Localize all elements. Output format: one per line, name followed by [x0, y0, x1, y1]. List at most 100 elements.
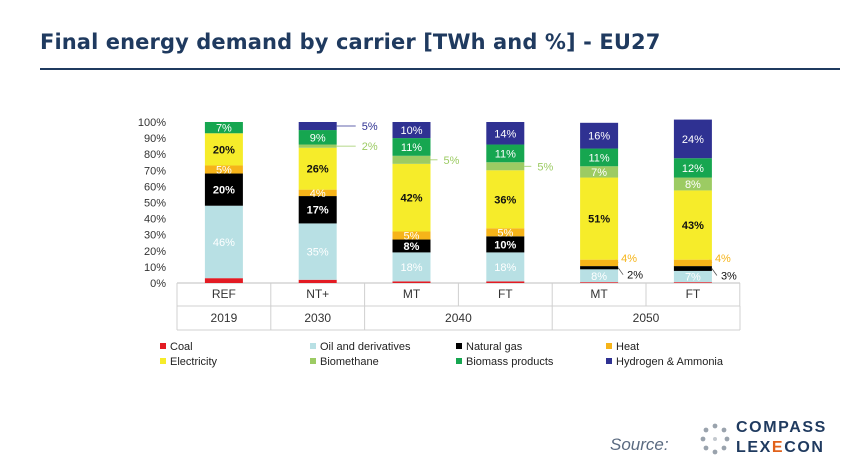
category-label: FT [686, 287, 701, 301]
chart-title: Final energy demand by carrier [TWh and … [40, 30, 661, 54]
bar-segment [392, 138, 431, 156]
logo-word-lexecon: LEXECON [736, 439, 825, 457]
bar-segment [486, 162, 525, 171]
y-tick-label: 0% [150, 278, 166, 290]
bar-segment [673, 119, 712, 159]
data-label: 10% [494, 239, 516, 251]
data-label: 7% [685, 272, 701, 284]
data-label: 26% [307, 164, 329, 176]
data-label: 11% [401, 142, 422, 154]
category-label: MT [403, 287, 421, 301]
bar-segment [486, 144, 525, 163]
legend-label: Hydrogen & Ammonia [616, 356, 723, 368]
bar-segment [673, 177, 712, 191]
bar-segment [298, 196, 337, 224]
label-leader-line [711, 268, 718, 276]
legend-swatch [456, 358, 462, 364]
bar-segment [580, 166, 619, 178]
bar-segment [486, 281, 525, 283]
data-label: 20% [213, 144, 235, 156]
label-leader-line [617, 267, 624, 275]
bar-segment [673, 190, 712, 260]
data-label: 10% [400, 125, 422, 137]
data-label: 18% [494, 262, 516, 274]
y-tick-label: 100% [138, 117, 166, 129]
y-tick-label: 50% [144, 198, 166, 210]
data-label: 8% [591, 271, 607, 283]
legend-item: Electricity [160, 356, 217, 368]
bar-segment [392, 239, 431, 253]
group-label: 2019 [211, 311, 238, 325]
logo-lex: LEX [736, 439, 772, 456]
data-label: 36% [494, 194, 516, 206]
data-label: 5% [216, 164, 232, 176]
bar-segment [204, 133, 243, 166]
legend-swatch [310, 343, 316, 349]
y-tick-label: 70% [144, 165, 166, 177]
bar-segment [580, 259, 619, 267]
legend-item: Oil and derivatives [310, 341, 411, 353]
bar-segment [580, 177, 619, 260]
bar-segment [486, 252, 525, 282]
legend-swatch [456, 343, 462, 349]
logo-word-compass: COMPASS [736, 419, 827, 436]
bar-segment [673, 270, 712, 283]
logo-dots-icon [700, 423, 730, 455]
group-label: 2050 [633, 311, 660, 325]
bar-segment [204, 165, 243, 174]
bar-segment [204, 278, 243, 283]
legend-item: Heat [606, 341, 639, 353]
data-label: 43% [682, 220, 704, 232]
data-label: 5% [362, 121, 378, 133]
bar-segment [204, 205, 243, 279]
data-label: 2% [362, 141, 378, 153]
legend-item: Biomethane [310, 356, 379, 368]
data-label: 4% [621, 253, 637, 265]
bar-segment [298, 223, 337, 280]
logo-con: CON [784, 439, 825, 456]
data-label: 3% [721, 271, 737, 283]
data-label: 8% [404, 241, 420, 253]
data-label: 14% [494, 128, 516, 140]
data-label: 5% [497, 227, 513, 239]
data-label: 35% [307, 247, 329, 259]
y-tick-label: 40% [144, 214, 166, 226]
data-label: 46% [213, 237, 235, 249]
legend-item: Natural gas [456, 341, 522, 353]
bar-segment [486, 236, 525, 253]
legend-label: Biomethane [320, 356, 379, 368]
bar-segment [673, 282, 712, 283]
bar-segment [392, 231, 431, 240]
stacked-bar-chart: 0% 10% 20% 30% 40% 50% 60% 70% 80% 90% 100% 2019 203… [138, 117, 741, 331]
category-label: REF [212, 287, 236, 301]
bar-segment [673, 158, 712, 178]
logo-e-accent: E [771, 439, 785, 456]
bar-segment [392, 122, 431, 139]
y-tick-label: 20% [144, 246, 166, 258]
legend-label: Coal [170, 341, 193, 353]
bar-segment [580, 122, 619, 149]
legend-label: Natural gas [466, 341, 523, 353]
bar-segment [298, 147, 337, 190]
data-label: 4% [715, 253, 731, 265]
data-label: 7% [591, 167, 607, 179]
data-label: 5% [404, 231, 420, 243]
bar-segment [486, 122, 525, 145]
data-label: 51% [588, 214, 610, 226]
bar-segment [580, 269, 619, 283]
data-label: 17% [307, 205, 329, 217]
data-label: 11% [588, 152, 609, 164]
data-label: 7% [216, 123, 232, 135]
y-tick-label: 90% [144, 133, 166, 145]
data-label: 18% [400, 262, 422, 274]
category-label: FT [498, 287, 513, 301]
data-label: 11% [495, 148, 516, 160]
y-tick-label: 80% [144, 149, 166, 161]
legend-swatch [160, 358, 166, 364]
y-tick-label: 10% [144, 262, 166, 274]
legend-label: Oil and derivatives [320, 341, 411, 353]
legend-label: Heat [616, 341, 640, 353]
data-label: 4% [310, 188, 326, 200]
data-label: 9% [310, 132, 326, 144]
data-label: 20% [213, 185, 235, 197]
